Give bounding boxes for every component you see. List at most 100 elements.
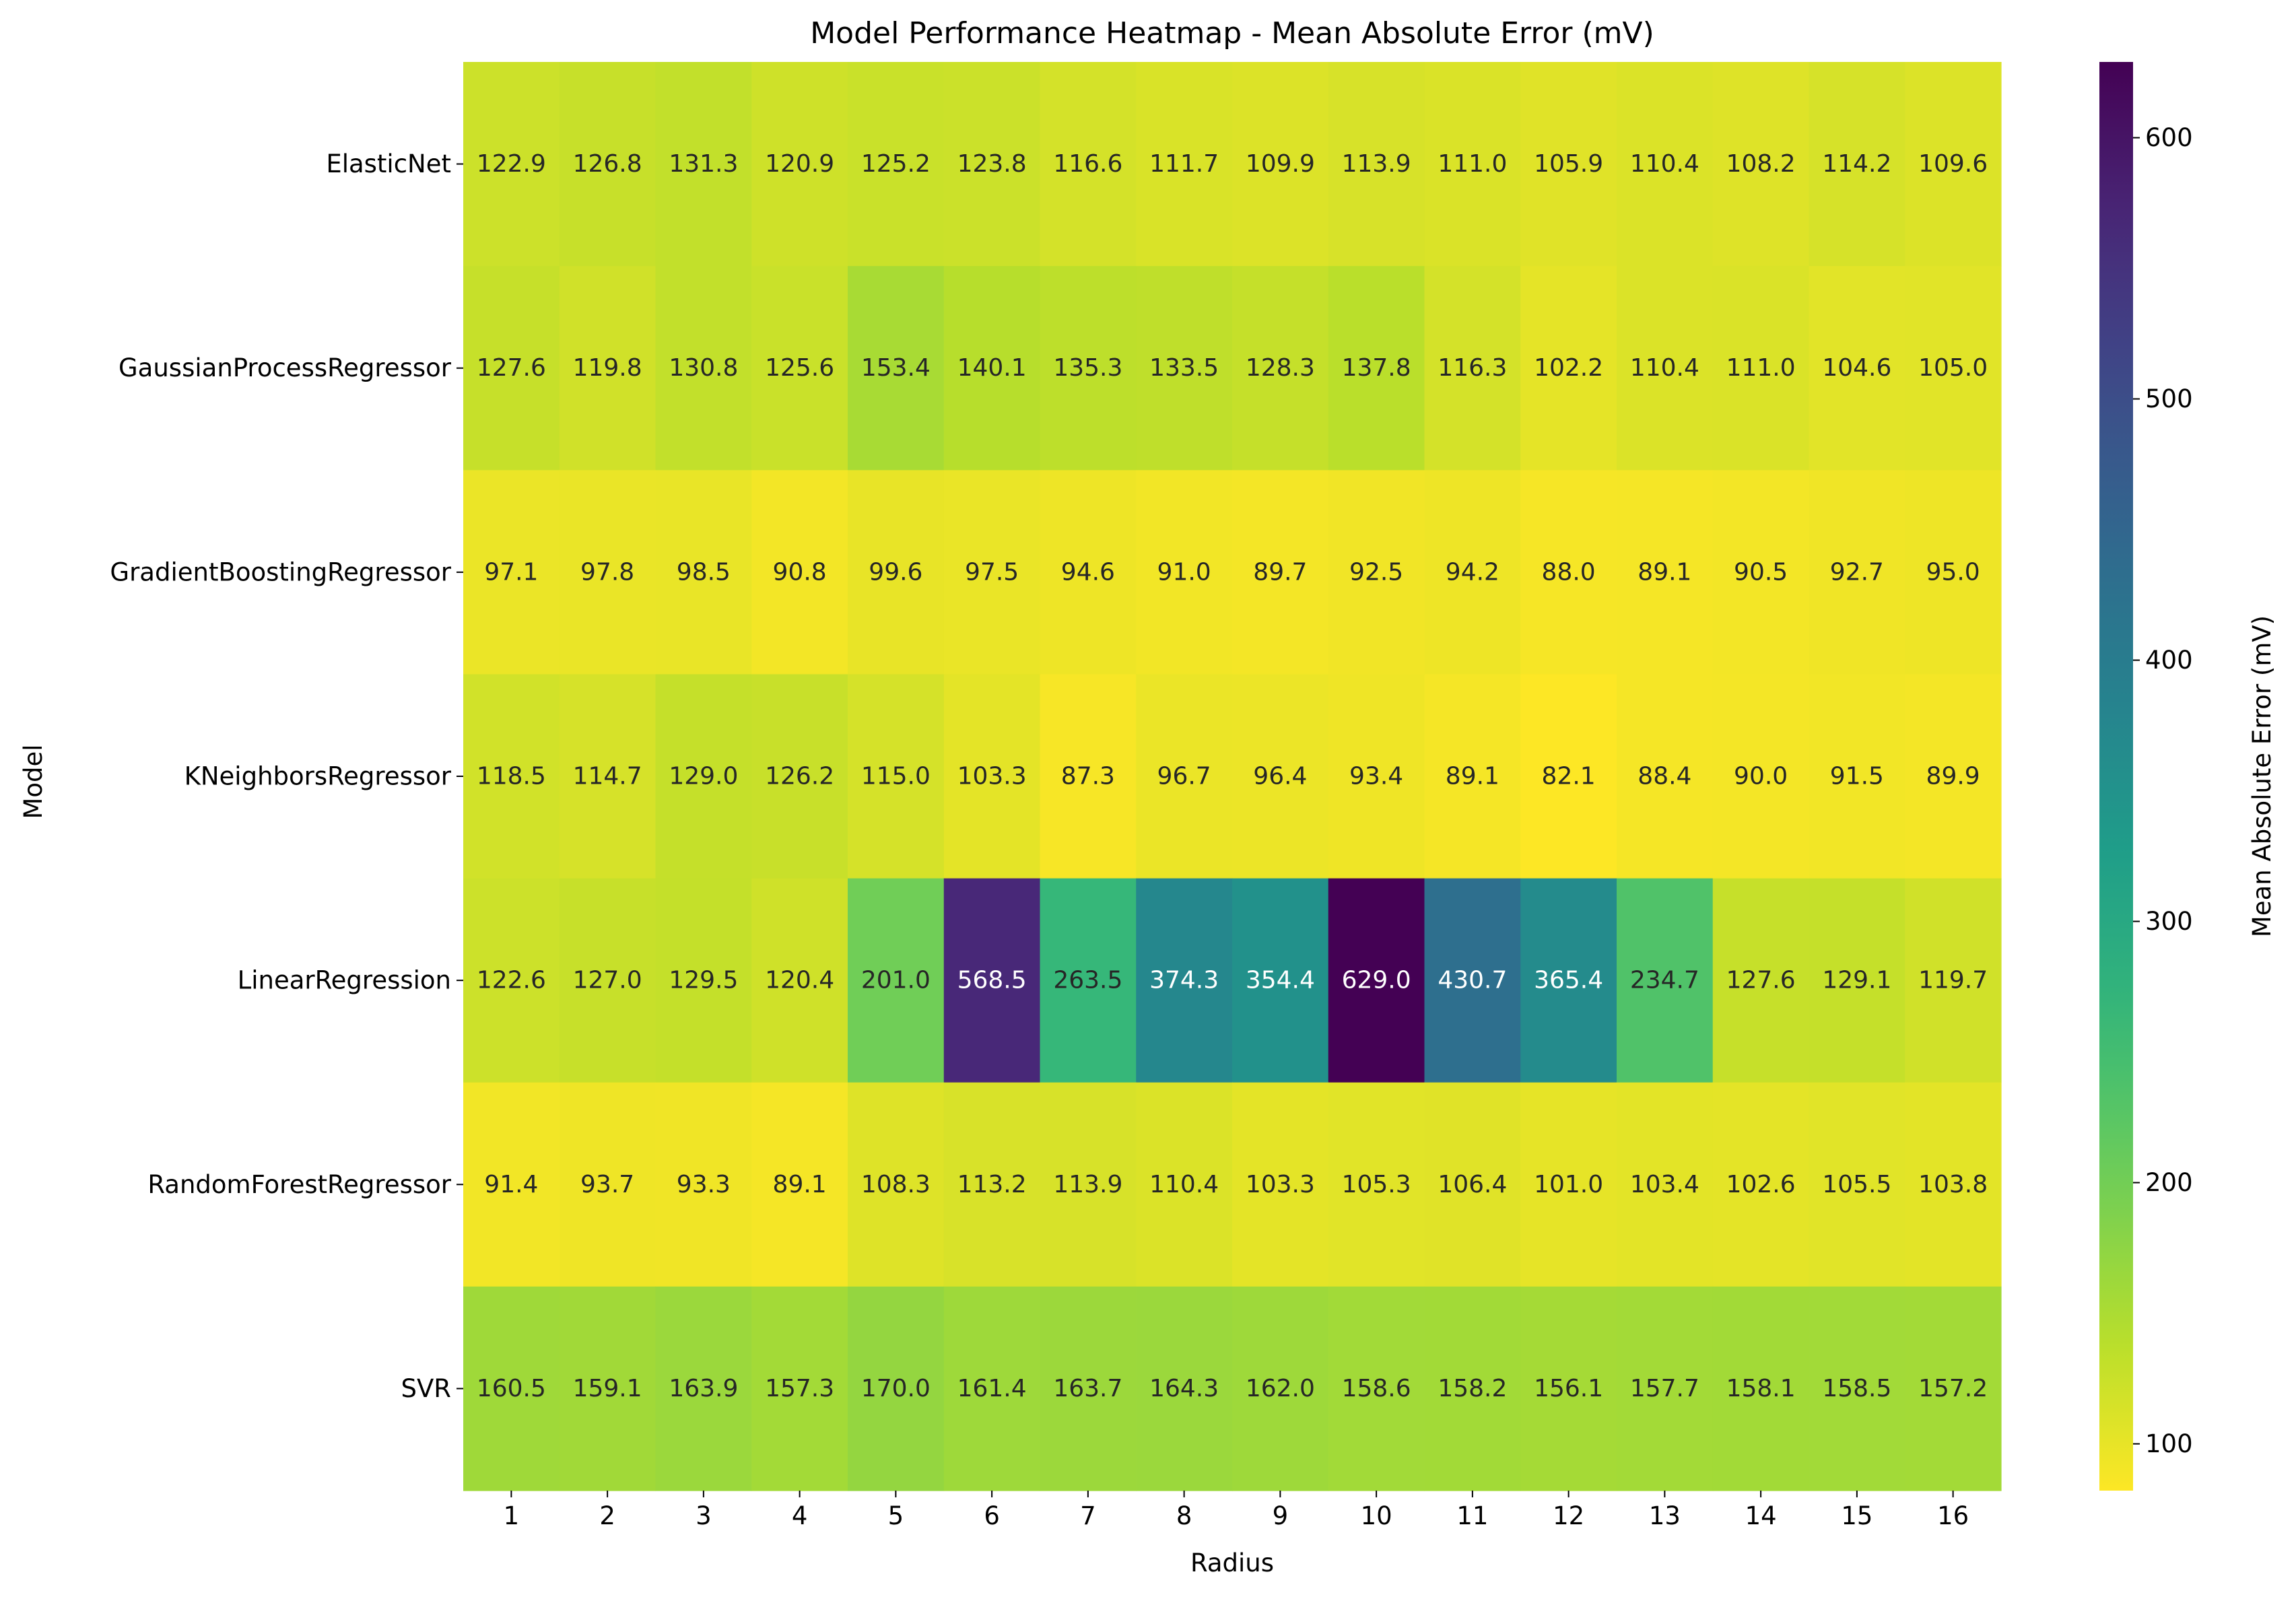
colorbar-label: Mean Absolute Error (mV) (2248, 615, 2276, 937)
cell-value-label: 116.6 (1053, 150, 1122, 178)
cell-value-label: 170.0 (861, 1375, 931, 1402)
heatmap-cell (1617, 266, 1714, 471)
heatmap-cell (1809, 62, 1905, 267)
cell-value-label: 157.7 (1630, 1375, 1699, 1402)
x-tick-label: 2 (599, 1501, 615, 1530)
cell-value-label: 99.6 (869, 558, 922, 586)
heatmap-cell (1809, 470, 1905, 675)
cell-value-label: 103.3 (957, 763, 1027, 790)
cell-value-label: 96.7 (1157, 763, 1211, 790)
cell-value-label: 365.4 (1534, 967, 1603, 994)
cell-value-label: 131.3 (669, 150, 738, 178)
cell-value-label: 109.9 (1246, 150, 1315, 178)
cell-value-label: 158.6 (1342, 1375, 1411, 1402)
heatmap-cell (463, 266, 560, 471)
heatmap-cell (848, 1286, 945, 1491)
heatmap-cell (848, 470, 945, 675)
heatmap-cell (559, 266, 656, 471)
cell-value-label: 90.5 (1734, 558, 1788, 586)
cell-value-label: 96.4 (1253, 763, 1307, 790)
heatmap-cell (1712, 266, 1810, 471)
cell-value-label: 234.7 (1630, 967, 1699, 994)
heatmap-cell (1232, 1082, 1329, 1287)
colorbar-tick-label: 200 (2145, 1168, 2193, 1197)
colorbar (2099, 62, 2133, 1491)
cell-value-label: 103.4 (1630, 1171, 1699, 1198)
cell-value-label: 119.8 (573, 354, 642, 382)
cell-value-label: 130.8 (669, 354, 738, 382)
heatmap-cell (1712, 1286, 1810, 1491)
colorbar-tick-label: 400 (2145, 646, 2193, 675)
cell-value-label: 97.1 (484, 558, 538, 586)
heatmap-cell (1712, 1082, 1810, 1287)
heatmap-cell (655, 62, 752, 267)
cell-value-label: 122.6 (477, 967, 546, 994)
cell-value-label: 105.3 (1342, 1171, 1411, 1198)
x-tick-label: 12 (1553, 1501, 1584, 1530)
heatmap-cell (1136, 1082, 1233, 1287)
heatmap-cell (463, 1286, 560, 1491)
cell-value-label: 93.3 (677, 1171, 731, 1198)
cell-value-label: 109.6 (1918, 150, 1988, 178)
heatmap-cell (1905, 266, 2002, 471)
heatmap-cell (1617, 878, 1714, 1083)
heatmap-cell (1136, 470, 1233, 675)
heatmap-cell (943, 1286, 1041, 1491)
cell-value-label: 88.0 (1542, 558, 1596, 586)
cell-value-label: 129.0 (669, 763, 738, 790)
heatmap-cell (463, 470, 560, 675)
heatmap-cell (1328, 1286, 1425, 1491)
cell-value-label: 111.0 (1726, 354, 1796, 382)
cell-value-label: 354.4 (1246, 967, 1315, 994)
cell-value-label: 105.5 (1822, 1171, 1891, 1198)
cell-value-label: 91.4 (484, 1171, 538, 1198)
heatmap-cell (559, 878, 656, 1083)
x-tick-label: 3 (696, 1501, 712, 1530)
heatmap-cell (1809, 878, 1905, 1083)
cell-value-label: 568.5 (957, 967, 1027, 994)
x-tick-label: 15 (1841, 1501, 1872, 1530)
cell-value-label: 89.7 (1253, 558, 1307, 586)
cell-value-label: 153.4 (861, 354, 931, 382)
cell-value-label: 118.5 (477, 763, 546, 790)
x-tick-label: 10 (1361, 1501, 1392, 1530)
heatmap-cell (1040, 470, 1137, 675)
cell-value-label: 163.9 (669, 1375, 738, 1402)
heatmap-cell (1424, 470, 1521, 675)
heatmap-cell (655, 1082, 752, 1287)
heatmap-cell (943, 62, 1041, 267)
cell-value-label: 105.9 (1534, 150, 1603, 178)
heatmap-cell (559, 674, 656, 879)
cell-value-label: 120.4 (765, 967, 834, 994)
cell-value-label: 119.7 (1918, 967, 1988, 994)
cell-value-label: 158.5 (1822, 1375, 1891, 1402)
heatmap-cell (1905, 1082, 2002, 1287)
y-axis: ElasticNet GaussianProcessRegressor Gradie… (110, 149, 463, 1403)
heatmap-cell (1040, 1082, 1137, 1287)
cell-value-label: 115.0 (861, 763, 931, 790)
y-axis-label: Model (19, 744, 48, 819)
cell-value-label: 114.7 (573, 763, 642, 790)
cell-value-label: 135.3 (1053, 354, 1122, 382)
cell-value-label: 88.4 (1637, 763, 1691, 790)
cell-value-label: 629.0 (1342, 967, 1411, 994)
cell-value-label: 163.7 (1053, 1375, 1122, 1402)
cell-value-label: 94.6 (1061, 558, 1115, 586)
cell-value-label: 113.9 (1342, 150, 1411, 178)
heatmap-cell (1520, 62, 1617, 267)
cell-value-label: 127.6 (1726, 967, 1796, 994)
y-tick-label: GaussianProcessRegressor (119, 353, 452, 382)
heatmap-cell (751, 266, 848, 471)
cell-value-label: 157.3 (765, 1375, 834, 1402)
heatmap-cell (1328, 62, 1425, 267)
heatmap-cell (1905, 470, 2002, 675)
cell-value-label: 102.6 (1726, 1171, 1796, 1198)
heatmap-cell (559, 1286, 656, 1491)
heatmap-cell-labels: 122.9 126.8 131.3 120.9 125.2 123.8 116.6 111.7… (477, 150, 1988, 1402)
cell-value-label: 89.1 (1446, 763, 1499, 790)
cell-value-label: 158.2 (1438, 1375, 1507, 1402)
heatmap-cell (1617, 674, 1714, 879)
heatmap-cell (1328, 674, 1425, 879)
y-tick-label: ElasticNet (326, 149, 451, 178)
